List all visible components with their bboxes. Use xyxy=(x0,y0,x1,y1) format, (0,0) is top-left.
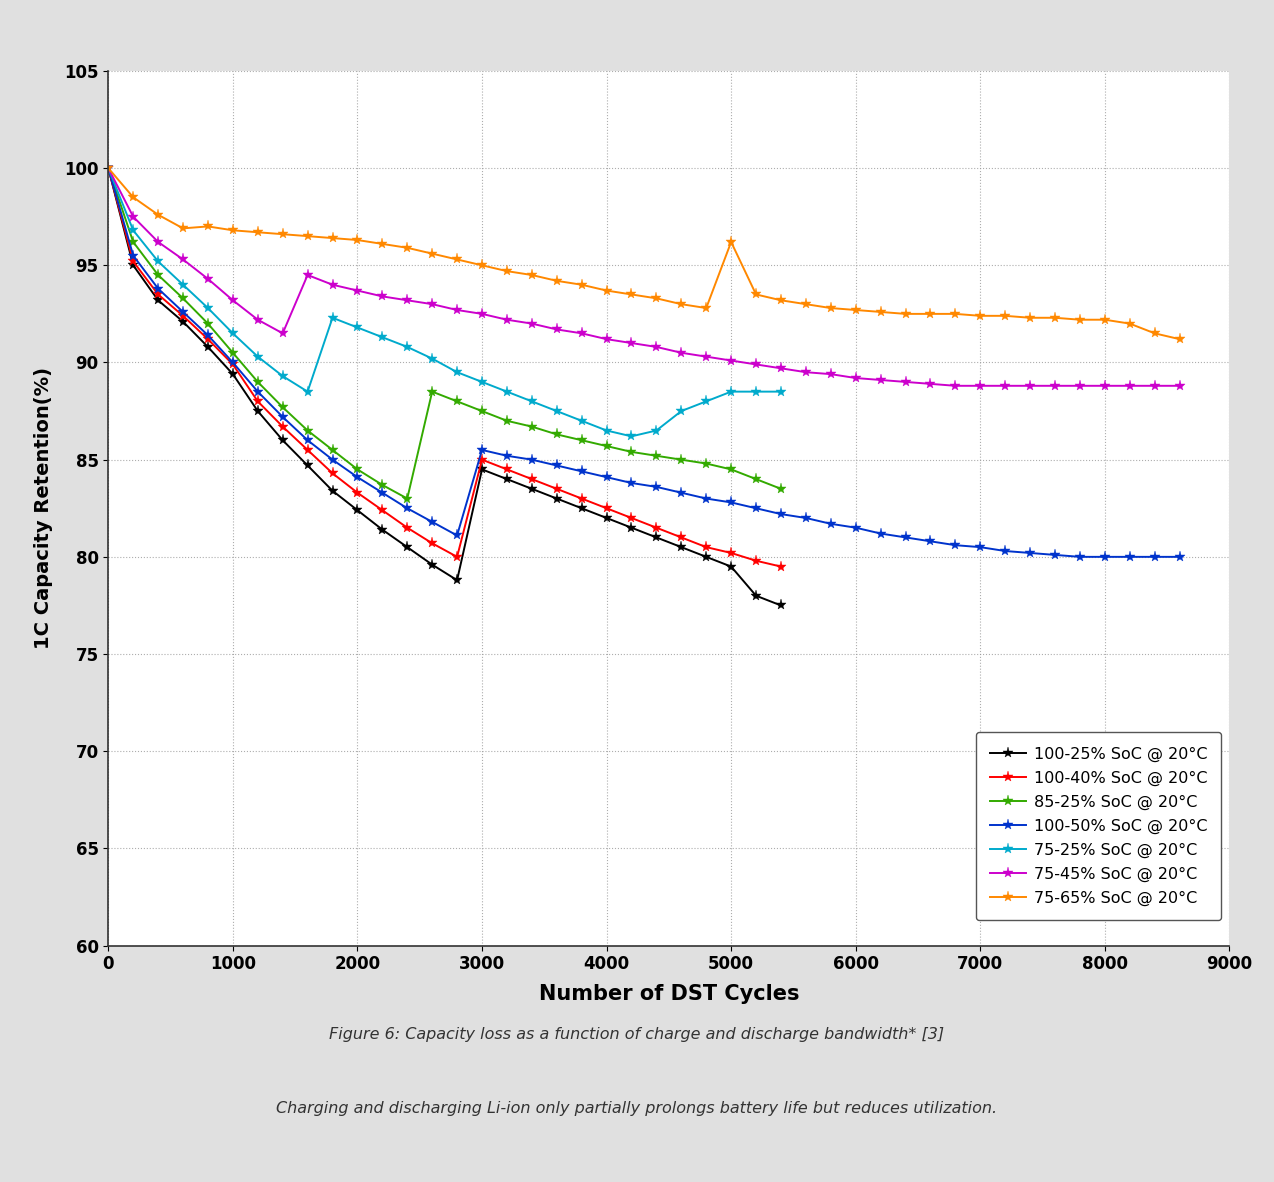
Text: Figure 6: Capacity loss as a function of charge and discharge bandwidth* [3]: Figure 6: Capacity loss as a function of… xyxy=(330,1027,944,1041)
X-axis label: Number of DST Cycles: Number of DST Cycles xyxy=(539,985,799,1005)
Text: Charging and discharging Li-ion only partially prolongs battery life but reduces: Charging and discharging Li-ion only par… xyxy=(276,1102,998,1116)
Y-axis label: 1C Capacity Retention(%): 1C Capacity Retention(%) xyxy=(34,368,54,649)
Legend: 100-25% SoC @ 20°C, 100-40% SoC @ 20°C, 85-25% SoC @ 20°C, 100-50% SoC @ 20°C, 7: 100-25% SoC @ 20°C, 100-40% SoC @ 20°C, … xyxy=(976,732,1222,920)
